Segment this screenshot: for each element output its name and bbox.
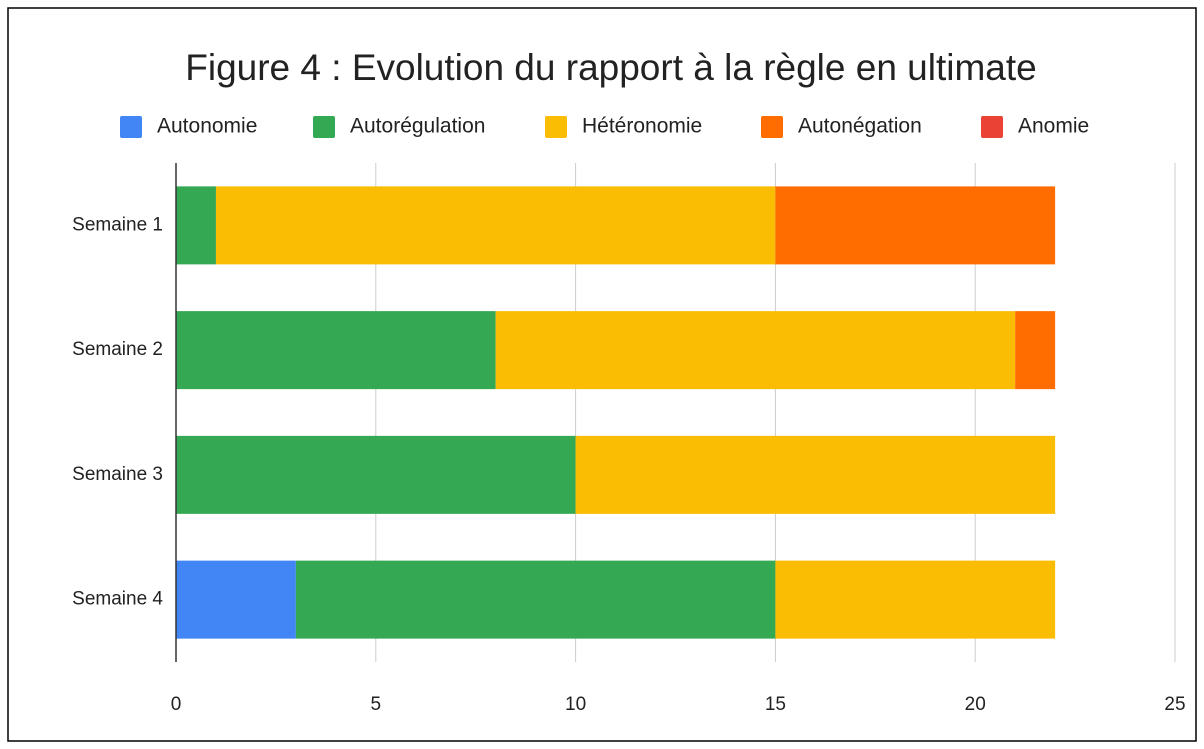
x-tick-label: 20	[965, 694, 986, 715]
x-tick-label: 10	[565, 694, 586, 715]
legend-label: Autonomie	[157, 115, 257, 138]
bar-segment	[176, 186, 216, 265]
bar-segment	[775, 560, 1056, 639]
legend-label: Hétéronomie	[582, 115, 702, 138]
legend-swatch	[761, 116, 783, 138]
x-tick-label: 5	[371, 694, 382, 715]
bar-segment	[176, 560, 296, 639]
bar-segment	[295, 560, 776, 639]
bar-segment	[215, 186, 776, 265]
legend-label: Autorégulation	[350, 115, 485, 138]
x-tick-label: 0	[171, 694, 182, 715]
y-tick-label: Semaine 1	[72, 214, 163, 235]
x-tick-label: 15	[765, 694, 786, 715]
y-tick-label: Semaine 2	[72, 339, 163, 360]
legend-swatch	[313, 116, 335, 138]
chart-title: Figure 4 : Evolution du rapport à la règ…	[185, 47, 1037, 88]
legend-swatch	[545, 116, 567, 138]
bar-segment	[775, 186, 1056, 265]
y-tick-label: Semaine 3	[72, 464, 163, 485]
bar-segment	[176, 311, 496, 390]
y-tick-label: Semaine 4	[72, 589, 163, 610]
bar-segment	[1015, 311, 1056, 390]
bar-segment	[176, 435, 576, 514]
legend-swatch	[981, 116, 1003, 138]
legend-label: Anomie	[1018, 115, 1089, 138]
legend-swatch	[120, 116, 142, 138]
legend-label: Autonégation	[798, 115, 922, 138]
x-tick-label: 25	[1164, 694, 1185, 715]
bar-segment	[575, 435, 1056, 514]
bar-segment	[495, 311, 1016, 390]
